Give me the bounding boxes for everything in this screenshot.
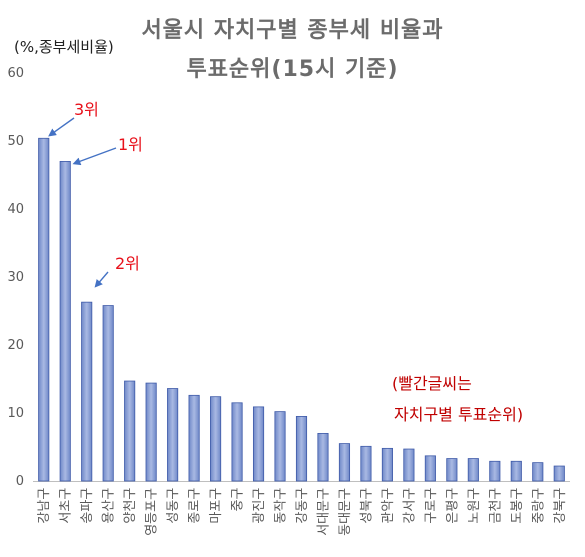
chart-title-line2: 투표순위(15시 기준) bbox=[186, 57, 399, 82]
x-tick-text: 광진구 bbox=[252, 488, 267, 524]
annotation-arrow bbox=[94, 271, 109, 288]
x-tick-label: 도봉구 bbox=[510, 488, 525, 524]
x-tick-label: 용산구 bbox=[102, 488, 117, 524]
annotation-label: 1위 bbox=[118, 135, 143, 154]
y-tick-label: 30 bbox=[7, 270, 24, 285]
x-tick-label: 서초구 bbox=[59, 488, 74, 524]
bar bbox=[188, 394, 200, 482]
x-tick-text: 노원구 bbox=[467, 488, 482, 524]
bar bbox=[102, 305, 114, 482]
x-tick-label: 강남구 bbox=[37, 488, 52, 524]
x-tick-label: 강북구 bbox=[553, 488, 568, 524]
bar bbox=[167, 388, 179, 482]
bar bbox=[532, 462, 544, 482]
x-tick-label: 관악구 bbox=[381, 488, 396, 524]
x-tick-label: 성북구 bbox=[359, 488, 374, 524]
annotation-note: (빨간글씨는 자치구별 투표순위) bbox=[392, 368, 523, 430]
x-tick-text: 양천구 bbox=[123, 488, 138, 524]
x-tick-text: 은평구 bbox=[445, 488, 460, 524]
x-tick-text: 금천구 bbox=[488, 488, 503, 524]
x-tick-label: 중구 bbox=[231, 487, 246, 511]
bar bbox=[81, 301, 93, 482]
x-tick-text: 마포구 bbox=[209, 488, 224, 524]
x-tick-text: 구로구 bbox=[424, 488, 439, 524]
bar bbox=[338, 443, 351, 482]
x-tick-text: 강서구 bbox=[402, 488, 417, 524]
y-tick-label: 10 bbox=[7, 406, 24, 421]
x-tick-text: 동대문구 bbox=[338, 488, 353, 536]
y-tick-label: 0 bbox=[16, 474, 24, 489]
note-line: (빨간글씨는 bbox=[392, 374, 472, 393]
x-tick-label: 금천구 bbox=[488, 488, 503, 524]
bar bbox=[252, 406, 265, 482]
bar bbox=[381, 447, 393, 482]
bar bbox=[59, 160, 71, 482]
x-tick-label: 광진구 bbox=[252, 488, 267, 524]
x-tick-label: 성동구 bbox=[166, 488, 181, 524]
bar bbox=[424, 455, 436, 482]
x-tick-label: 양천구 bbox=[123, 488, 138, 524]
x-tick-text: 송파구 bbox=[80, 488, 95, 524]
x-tick-label: 종로구 bbox=[188, 488, 203, 524]
y-tick-label: 50 bbox=[7, 134, 24, 149]
bar bbox=[317, 432, 329, 482]
y-tick-label: 40 bbox=[7, 202, 24, 217]
x-tick-label: 송파구 bbox=[80, 488, 95, 524]
x-tick-text: 강북구 bbox=[553, 488, 568, 524]
x-tick-label: 구로구 bbox=[424, 488, 439, 524]
annotation-label: 3위 bbox=[74, 100, 99, 119]
y-tick-label: 20 bbox=[7, 338, 24, 353]
x-tick-text: 성동구 bbox=[166, 488, 181, 524]
x-tick-text: 서대문구 bbox=[316, 488, 331, 536]
x-tick-label: 영등포구 bbox=[145, 488, 160, 536]
x-tick-text: 강동구 bbox=[295, 488, 310, 524]
x-tick-text: 동작구 bbox=[274, 488, 289, 524]
x-tick-label: 강동구 bbox=[295, 488, 310, 524]
x-tick-label: 노원구 bbox=[467, 488, 482, 524]
y-axis-label: (%,종부세비율) bbox=[14, 38, 114, 56]
x-tick-label: 마포구 bbox=[209, 488, 224, 524]
bar bbox=[510, 460, 522, 482]
bar bbox=[360, 445, 372, 482]
note-line: 자치구별 투표순위) bbox=[394, 405, 524, 424]
x-tick-text: 종로구 bbox=[188, 488, 203, 524]
x-tick-text: 관악구 bbox=[381, 488, 396, 524]
bar bbox=[274, 411, 286, 482]
x-tick-label: 중랑구 bbox=[531, 488, 546, 524]
x-tick-text: 용산구 bbox=[102, 488, 117, 524]
x-tick-text: 영등포구 bbox=[145, 488, 160, 536]
x-tick-text: 중랑구 bbox=[531, 488, 546, 524]
x-tick-label: 강서구 bbox=[402, 488, 417, 524]
x-tick-label: 동작구 bbox=[274, 488, 289, 524]
x-tick-label: 서대문구 bbox=[316, 488, 331, 536]
x-tick-text: 서초구 bbox=[59, 488, 74, 524]
annotation-label: 2위 bbox=[115, 254, 140, 273]
annotation-arrow bbox=[48, 117, 75, 137]
bar bbox=[489, 460, 501, 482]
bar bbox=[231, 402, 243, 482]
bar bbox=[38, 137, 50, 482]
x-tick-text: 도봉구 bbox=[510, 488, 525, 524]
bar bbox=[295, 415, 308, 482]
x-tick-text: 성북구 bbox=[359, 488, 374, 524]
chart-title-line1: 서울시 자치구별 종부세 비율과 bbox=[141, 18, 444, 43]
y-tick-label: 60 bbox=[7, 66, 24, 81]
bar bbox=[124, 380, 136, 482]
x-tick-text: 강남구 bbox=[37, 488, 52, 524]
x-tick-label: 동대문구 bbox=[338, 488, 353, 536]
x-tick-text: 중구 bbox=[231, 487, 246, 511]
x-tick-label: 은평구 bbox=[445, 488, 460, 524]
bar bbox=[467, 458, 479, 482]
bar bbox=[446, 458, 458, 482]
bar bbox=[145, 382, 157, 482]
bar bbox=[403, 448, 415, 482]
annotation-arrow bbox=[72, 147, 117, 166]
bar bbox=[210, 396, 222, 482]
bar bbox=[553, 465, 565, 482]
